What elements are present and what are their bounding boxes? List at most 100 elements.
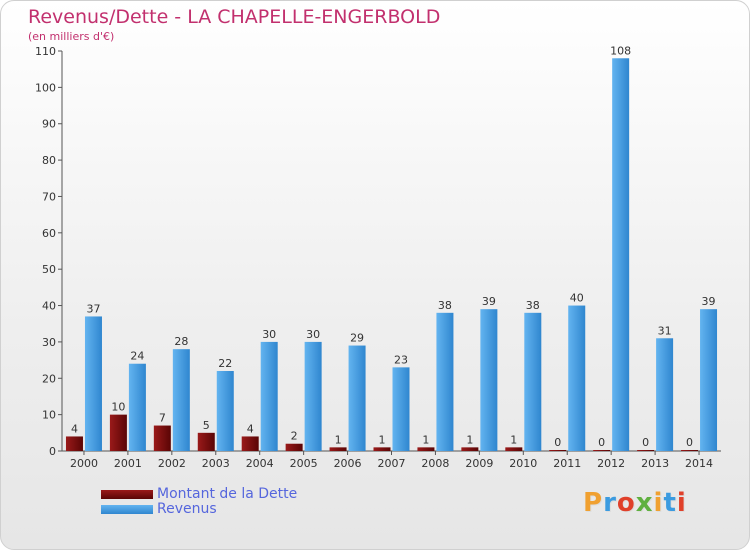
x-tick-label: 2000 <box>70 457 98 470</box>
logo-letter: P <box>583 488 604 518</box>
chart-subtitle: (en milliers d'€) <box>28 30 115 43</box>
bar-dette <box>505 447 523 451</box>
y-tick-label: 0 <box>49 445 56 458</box>
x-tick-label: 2012 <box>597 457 625 470</box>
data-label-dette: 1 <box>510 433 517 446</box>
data-label-revenus: 30 <box>262 328 276 341</box>
bar-revenus <box>480 309 498 451</box>
x-tick-label: 2006 <box>334 457 362 470</box>
bar-revenus <box>304 341 322 451</box>
bar-revenus <box>84 316 102 451</box>
logo-letter: t <box>663 488 677 518</box>
bar-revenus <box>568 305 586 451</box>
x-axis: 2000 2001 2002 2003 2004 2005 2006 2007 2008 2009… <box>62 450 721 470</box>
bar-revenus <box>700 309 718 451</box>
data-label-dette: 4 <box>71 422 78 435</box>
chart-title: Revenus/Dette - LA CHAPELLE-ENGERBOLD <box>28 6 441 28</box>
data-label-dette: 1 <box>335 433 342 446</box>
bar-revenus <box>216 371 234 451</box>
data-label-revenus: 108 <box>610 44 631 57</box>
x-tick-label: 2003 <box>202 457 230 470</box>
x-tick-label: 2007 <box>378 457 406 470</box>
y-tick-label: 90 <box>42 118 56 131</box>
y-tick-label: 50 <box>42 263 56 276</box>
data-label-revenus: 22 <box>218 357 232 370</box>
y-tick-label: 20 <box>42 372 56 385</box>
data-label-revenus: 37 <box>86 302 100 315</box>
legend-swatch-revenus <box>101 505 153 514</box>
data-label-dette: 7 <box>159 412 166 425</box>
bar-dette <box>329 447 347 451</box>
y-tick-label: 60 <box>42 227 56 240</box>
legend-label-dette: Montant de la Dette <box>157 486 298 502</box>
x-tick-label: 2008 <box>421 457 449 470</box>
y-tick-label: 10 <box>42 409 56 422</box>
bar-revenus <box>656 338 674 451</box>
logo-letter: x <box>635 488 654 518</box>
data-label-revenus: 24 <box>130 350 144 363</box>
y-tick-label: 80 <box>42 154 56 167</box>
data-label-dette: 0 <box>598 436 605 449</box>
y-axis: 0 10 20 30 40 50 60 70 80 90 100 110 <box>35 45 63 458</box>
bar-dette <box>461 447 479 451</box>
bar-revenus <box>436 312 454 451</box>
data-label-revenus: 38 <box>526 299 540 312</box>
data-label-dette: 2 <box>291 430 298 443</box>
logo-letter: i <box>676 488 687 518</box>
x-tick-label: 2002 <box>158 457 186 470</box>
data-label-revenus: 40 <box>570 292 584 305</box>
data-label-dette: 4 <box>247 422 254 435</box>
data-label-revenus: 39 <box>702 295 716 308</box>
y-tick-label: 100 <box>35 81 56 94</box>
proxiti-logo: Proxiti <box>583 488 687 518</box>
bar-revenus <box>612 58 630 451</box>
y-tick-label: 70 <box>42 190 56 203</box>
y-tick-label: 40 <box>42 300 56 313</box>
data-label-revenus: 23 <box>394 353 408 366</box>
data-labels-group: 4371024728522430230129123138139138040010… <box>71 44 716 449</box>
bar-revenus <box>128 363 146 451</box>
data-label-dette: 0 <box>686 436 693 449</box>
bar-revenus <box>392 367 410 451</box>
data-label-dette: 0 <box>642 436 649 449</box>
legend-label-revenus: Revenus <box>157 501 217 517</box>
data-label-revenus: 30 <box>306 328 320 341</box>
logo-letter: i <box>653 488 664 518</box>
data-label-revenus: 31 <box>658 324 672 337</box>
data-label-dette: 5 <box>203 419 210 432</box>
bar-revenus <box>172 349 190 451</box>
x-tick-label: 2009 <box>465 457 493 470</box>
legend-swatch-dette <box>101 490 153 499</box>
bar-dette <box>153 425 171 451</box>
x-tick-label: 2005 <box>290 457 318 470</box>
y-tick-label: 110 <box>35 45 56 58</box>
x-tick-label: 2014 <box>685 457 713 470</box>
data-label-revenus: 39 <box>482 295 496 308</box>
y-tick-label: 30 <box>42 336 56 349</box>
bar-dette <box>65 436 83 451</box>
bar-revenus <box>348 345 366 451</box>
bar-dette <box>417 447 435 451</box>
bar-revenus <box>524 312 542 451</box>
bar-dette <box>681 450 699 451</box>
bars-group <box>65 58 718 451</box>
x-tick-label: 2004 <box>246 457 274 470</box>
bar-dette <box>197 432 215 451</box>
bar-dette <box>593 450 611 451</box>
bar-dette <box>285 443 303 451</box>
bar-dette <box>109 414 127 451</box>
data-label-dette: 1 <box>422 433 429 446</box>
logo-letter: o <box>616 488 636 518</box>
x-tick-label: 2011 <box>553 457 581 470</box>
x-tick-label: 2010 <box>509 457 537 470</box>
data-label-dette: 10 <box>111 401 125 414</box>
data-label-revenus: 29 <box>350 332 364 345</box>
data-label-revenus: 38 <box>438 299 452 312</box>
bar-dette <box>373 447 391 451</box>
data-label-revenus: 28 <box>174 335 188 348</box>
bar-dette <box>637 450 655 451</box>
data-label-dette: 0 <box>554 436 561 449</box>
x-tick-label: 2013 <box>641 457 669 470</box>
